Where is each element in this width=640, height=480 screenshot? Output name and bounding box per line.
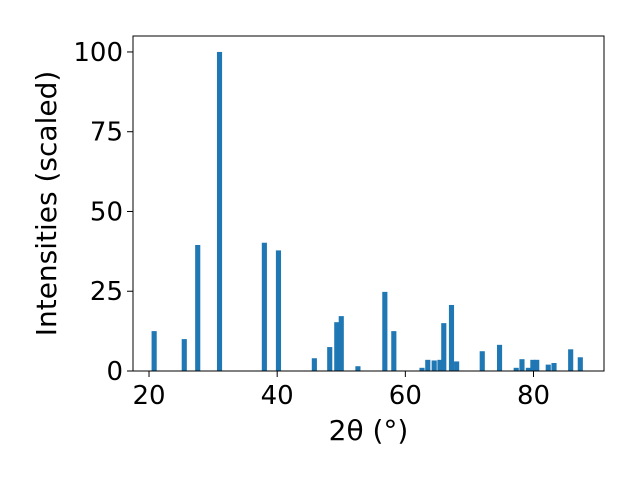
x-tick-label: 60 bbox=[389, 381, 422, 411]
bar bbox=[534, 359, 540, 371]
bar bbox=[338, 316, 344, 371]
x-axis: 20 40 60 80 bbox=[132, 371, 550, 411]
bar bbox=[437, 359, 443, 371]
y-tick-label: 25 bbox=[90, 277, 123, 307]
bar bbox=[275, 250, 282, 371]
bar bbox=[334, 322, 340, 371]
y-axis-label: Intensities (scaled) bbox=[30, 71, 63, 337]
y-tick-label: 0 bbox=[106, 357, 123, 387]
x-tick-label: 20 bbox=[132, 381, 165, 411]
bar bbox=[355, 366, 361, 371]
bar bbox=[513, 367, 519, 371]
bar bbox=[311, 358, 317, 371]
bars-group bbox=[151, 51, 583, 371]
bar bbox=[479, 351, 485, 371]
x-axis-label: 2θ (°) bbox=[329, 414, 409, 447]
bar bbox=[519, 359, 525, 371]
bar bbox=[216, 51, 223, 371]
bar bbox=[577, 357, 583, 371]
bar bbox=[441, 323, 447, 371]
y-tick-label: 75 bbox=[90, 118, 123, 148]
bar bbox=[419, 367, 425, 371]
bar bbox=[327, 347, 333, 371]
y-tick-label: 50 bbox=[90, 197, 123, 227]
bar bbox=[382, 291, 388, 371]
bar bbox=[181, 339, 187, 371]
bar bbox=[431, 360, 437, 371]
bar bbox=[261, 242, 267, 371]
bar bbox=[530, 359, 536, 371]
bar bbox=[525, 367, 531, 371]
bar bbox=[195, 244, 201, 371]
bar bbox=[151, 331, 157, 371]
x-tick-label: 40 bbox=[261, 381, 294, 411]
bar bbox=[545, 364, 551, 371]
bar bbox=[448, 304, 455, 371]
bar bbox=[568, 349, 574, 371]
y-tick-label: 100 bbox=[73, 38, 123, 68]
bar bbox=[391, 331, 397, 371]
bar bbox=[454, 361, 460, 371]
plot-frame bbox=[132, 35, 605, 372]
bar bbox=[425, 359, 431, 371]
y-axis: 0 25 50 75 100 bbox=[73, 38, 133, 387]
bar bbox=[551, 363, 557, 371]
bar bbox=[496, 344, 503, 371]
x-tick-label: 80 bbox=[517, 381, 550, 411]
